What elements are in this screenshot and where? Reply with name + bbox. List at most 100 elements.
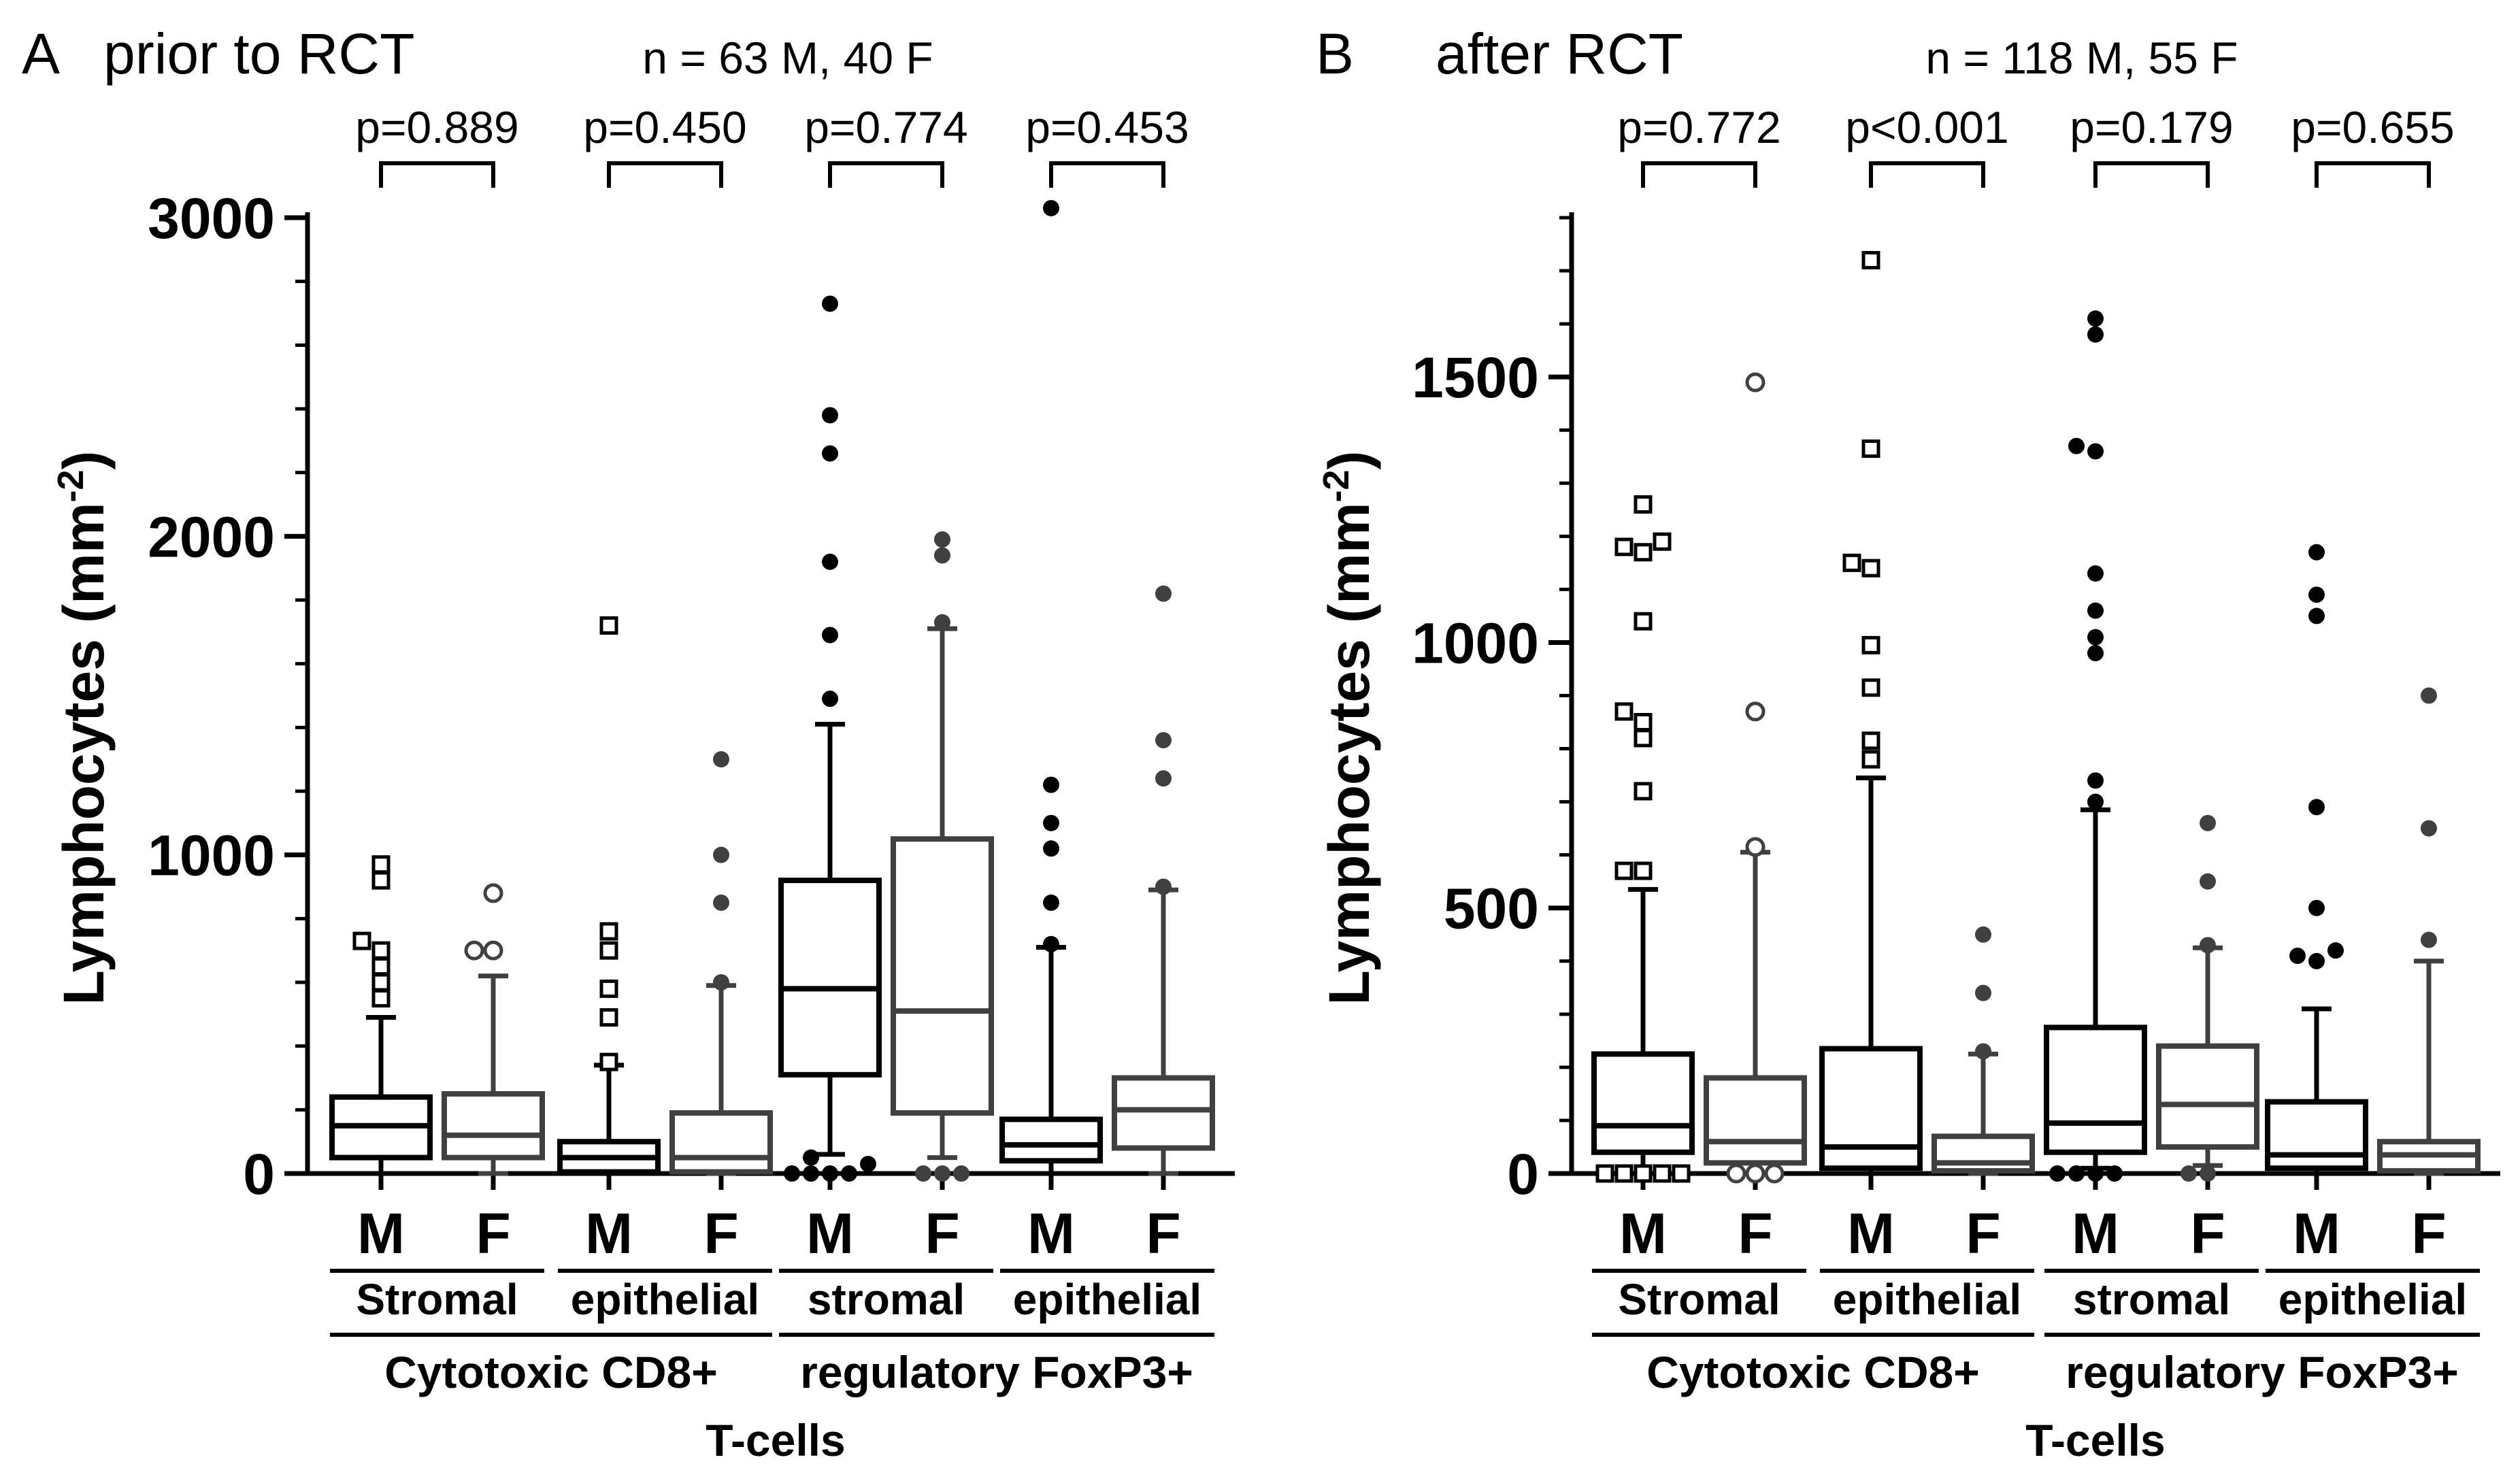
panel-b-p-value: p=0.179 <box>2070 102 2233 152</box>
outlier-circle <box>483 940 503 961</box>
outlier-dot <box>2087 443 2104 460</box>
panel-a-letter: A <box>22 22 60 86</box>
panel-a-box-6 <box>891 531 994 1182</box>
panel-b-x-axis-label: T-cells <box>2025 1415 2165 1465</box>
panel-b-significance-bracket <box>1641 161 1757 188</box>
panel-a-y-tick-label: 2000 <box>148 505 275 569</box>
outlier-dot <box>2289 947 2306 964</box>
interquartile-box <box>891 836 994 1116</box>
outlier-square <box>599 1052 618 1071</box>
outlier-dot <box>1155 770 1172 787</box>
panel-a-p-value: p=0.453 <box>1025 102 1189 152</box>
outlier-dot <box>2308 544 2325 561</box>
panel-b-after-rct: B after RCT n = 118 M, 55 F Lymphocytes … <box>1316 22 2500 1465</box>
outlier-square <box>1861 750 1880 769</box>
panel-b-subgroup-label: epithelial <box>1833 1275 2021 1324</box>
outlier-dot <box>1975 926 1991 943</box>
panel-b-subgroup-label: Stromal <box>1618 1275 1780 1324</box>
outlier-square <box>1614 861 1634 880</box>
panel-b-box-4 <box>1932 926 2035 1176</box>
outlier-dot <box>1043 840 1059 857</box>
panel-a-subgroup-label: epithelial <box>571 1275 759 1324</box>
panel-a-y-tick-label: 3000 <box>148 186 275 250</box>
panel-a-sex-label: F <box>925 1201 959 1265</box>
outlier-dot <box>822 690 838 708</box>
outlier-circle <box>1745 837 1765 857</box>
outlier-dot <box>2308 586 2325 603</box>
outlier-dot <box>2087 326 2104 343</box>
panel-b-letter: B <box>1316 22 1354 86</box>
outlier-circle <box>1726 1163 1746 1184</box>
panel-b-sex-label: M <box>1619 1201 1667 1265</box>
outlier-dot <box>803 1149 819 1166</box>
panel-a-significance-bracket <box>1049 161 1165 188</box>
outlier-square <box>1634 1164 1653 1183</box>
outlier-dot <box>2200 814 2216 831</box>
panel-b-y-tick-label: 500 <box>1444 877 1539 941</box>
panel-a-y-axis-label: Lymphocytes (mm-2) <box>50 450 116 1005</box>
outlier-dot <box>934 547 950 564</box>
panel-b-box-8 <box>2377 687 2481 1176</box>
panel-b-box-3 <box>1819 250 1923 1176</box>
panel-a-group-label: Cytotoxic CD8+ <box>384 1347 718 1397</box>
interquartile-box <box>1112 1075 1215 1151</box>
outlier-dot <box>822 407 838 424</box>
panel-b-sex-label: F <box>1738 1201 1772 1265</box>
panel-b-p-value: p<0.001 <box>1845 102 2008 152</box>
outlier-dot <box>934 1165 950 1182</box>
panel-b-box-6 <box>2156 814 2259 1182</box>
outlier-dot <box>822 553 838 570</box>
panel-a-sex-label: F <box>703 1201 738 1265</box>
outlier-dot <box>934 614 950 631</box>
outlier-dot <box>1043 814 1059 831</box>
outlier-dot <box>803 1165 819 1182</box>
panel-b-y-axis-label-main: Lymphocytes (mm <box>1317 502 1381 1005</box>
outlier-square <box>599 979 618 998</box>
outlier-circle <box>1745 372 1765 393</box>
outlier-square <box>1861 635 1880 654</box>
outlier-dot <box>2308 952 2325 969</box>
interquartile-box <box>1704 1075 1807 1166</box>
panel-a-box-3 <box>557 616 661 1176</box>
panel-a-y-axis-label-main: Lymphocytes (mm <box>52 502 116 1005</box>
panel-b-y-axis-label: Lymphocytes (mm-2) <box>1316 450 1381 1005</box>
panel-a-significance-bracket <box>828 161 944 188</box>
outlier-square <box>599 1008 618 1027</box>
outlier-dot <box>953 1165 969 1182</box>
outlier-dot <box>2308 799 2325 816</box>
outlier-square <box>599 616 618 635</box>
outlier-dot <box>1155 878 1172 895</box>
outlier-dot <box>2087 629 2104 646</box>
interquartile-box <box>1591 1051 1695 1155</box>
outlier-circle <box>1745 1163 1765 1184</box>
outlier-dot <box>2087 645 2104 662</box>
outlier-dot <box>2200 1165 2216 1182</box>
panel-b-p-value: p=0.772 <box>1617 102 1780 152</box>
outlier-dot <box>822 295 838 312</box>
panel-b-sex-label: F <box>2190 1201 2225 1265</box>
outlier-dot <box>2308 608 2325 625</box>
outlier-dot <box>2327 942 2344 959</box>
outlier-dot <box>2087 602 2104 619</box>
outlier-circle <box>1764 1163 1785 1184</box>
outlier-square <box>371 988 391 1008</box>
panel-a-box-5 <box>778 295 882 1182</box>
panel-a-subgroup-label: Stromal <box>356 1275 518 1324</box>
outlier-square <box>599 941 618 960</box>
outlier-dot <box>2421 687 2437 704</box>
outlier-dot <box>822 445 838 462</box>
outlier-dot <box>1975 984 1991 1001</box>
outlier-dot <box>1043 935 1059 952</box>
outlier-dot <box>2106 1165 2123 1182</box>
panel-b-sex-label: F <box>1966 1201 2000 1265</box>
outlier-square <box>371 855 391 874</box>
panel-a-box-8 <box>1112 585 1215 1176</box>
outlier-dot <box>713 894 729 911</box>
outlier-square <box>1614 537 1634 556</box>
panel-b-group-label: Cytotoxic CD8+ <box>1646 1347 1980 1397</box>
panel-b-significance-bracket <box>1869 161 1985 188</box>
outlier-dot <box>1043 199 1059 216</box>
interquartile-box <box>2265 1099 2368 1171</box>
outlier-dot <box>1975 1043 1991 1060</box>
